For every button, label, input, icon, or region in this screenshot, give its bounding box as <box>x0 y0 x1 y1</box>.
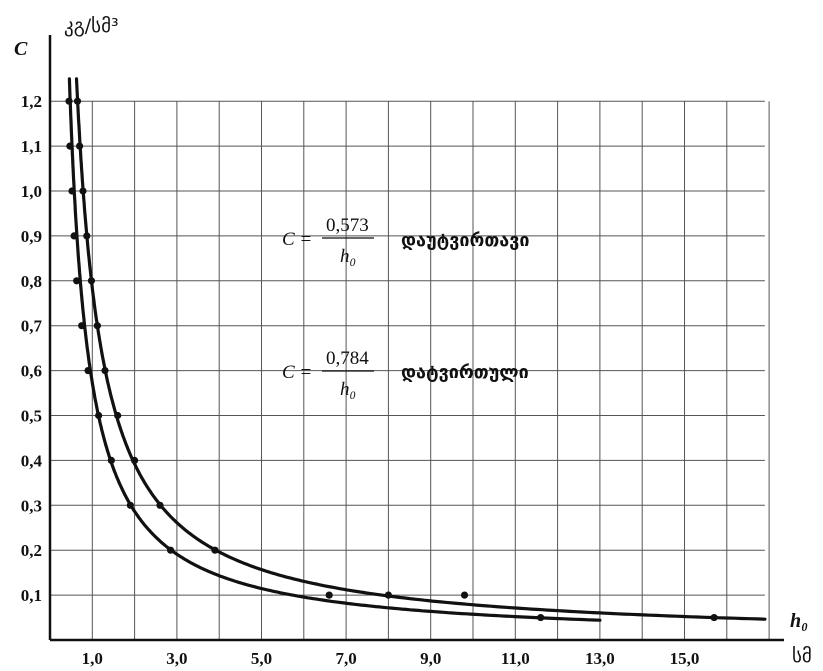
formula-loaded: C = 0,784 h₀ დატვირთული <box>282 348 529 400</box>
data-point <box>114 411 122 420</box>
formula-unloaded: C = 0,573 h₀ დაუტვირთავი <box>282 215 530 267</box>
data-point <box>460 591 469 599</box>
grid <box>50 100 770 640</box>
data-point <box>76 142 84 150</box>
data-point <box>79 187 87 195</box>
curves <box>67 77 767 622</box>
data-point <box>107 456 115 464</box>
x-axis-symbol: h₀ <box>790 610 808 632</box>
y-axis-unit: კგ/სმ³ <box>64 15 119 37</box>
data-point <box>166 546 175 554</box>
data-point <box>93 322 101 330</box>
y-tick-label: 1,1 <box>21 137 42 156</box>
data-point <box>87 277 96 285</box>
data-point <box>710 613 718 622</box>
formula-unloaded-numerator: 0,573 <box>326 215 369 236</box>
y-tick-label: 0,8 <box>21 272 42 291</box>
y-tick-label: 0,1 <box>21 586 42 605</box>
y-tick-label: 0,5 <box>21 407 42 426</box>
x-tick-labels: 1,0 3,0 5,0 7,0 9,0 11,0 13,0 15,0 <box>82 649 700 668</box>
x-tick-label: 1,0 <box>82 649 103 668</box>
series-line-loaded <box>74 77 767 621</box>
data-point <box>126 501 134 509</box>
data-point <box>66 142 74 150</box>
data-point <box>101 367 109 375</box>
formula-unloaded-lhs: C = <box>282 229 312 250</box>
x-tick-label: 7,0 <box>335 649 356 668</box>
formula-loaded-label: დატვირთული <box>401 362 529 383</box>
data-point <box>68 187 76 195</box>
data-point <box>384 591 392 599</box>
formula-unloaded-label: დაუტვირთავი <box>401 230 530 251</box>
x-axis-unit: სმ <box>792 645 812 667</box>
data-point <box>83 232 91 240</box>
y-tick-label: 1,2 <box>21 92 42 111</box>
y-tick-label: 0,9 <box>21 227 42 246</box>
data-point <box>73 97 82 105</box>
x-tick-label: 9,0 <box>420 649 441 668</box>
data-point <box>325 591 333 599</box>
formula-loaded-numerator: 0,784 <box>326 348 369 369</box>
y-tick-label: 0,2 <box>21 541 42 560</box>
y-tick-label: 0,6 <box>21 362 42 381</box>
data-point <box>95 411 103 420</box>
data-point <box>131 456 139 464</box>
data-point <box>537 613 545 622</box>
y-tick-label: 0,7 <box>21 317 43 336</box>
x-tick-label: 13,0 <box>585 649 615 668</box>
data-point <box>65 97 73 105</box>
data-point <box>211 546 219 554</box>
formula-unloaded-denominator: h₀ <box>340 246 356 267</box>
x-tick-label: 11,0 <box>501 649 530 668</box>
y-tick-label: 0,3 <box>21 496 42 515</box>
y-axis-symbol: C <box>14 38 28 60</box>
formula-loaded-denominator: h₀ <box>340 379 356 400</box>
x-tick-label: 15,0 <box>670 649 700 668</box>
data-point <box>84 367 92 375</box>
data-point <box>78 322 86 330</box>
data-point <box>156 501 164 509</box>
series-line-unloaded <box>67 77 602 622</box>
y-tick-label: 0,4 <box>21 451 43 470</box>
y-tick-labels: 0,1 0,2 0,3 0,4 0,5 0,6 0,7 0,8 0,9 1,0 1,1 1,2 <box>21 92 43 605</box>
x-tick-label: 3,0 <box>166 649 187 668</box>
data-point <box>73 277 81 285</box>
formula-loaded-lhs: C = <box>282 362 312 383</box>
y-tick-label: 1,0 <box>21 182 42 201</box>
x-tick-label: 5,0 <box>251 649 272 668</box>
axes <box>48 35 784 642</box>
data-point <box>70 232 78 240</box>
data-points <box>65 97 718 622</box>
